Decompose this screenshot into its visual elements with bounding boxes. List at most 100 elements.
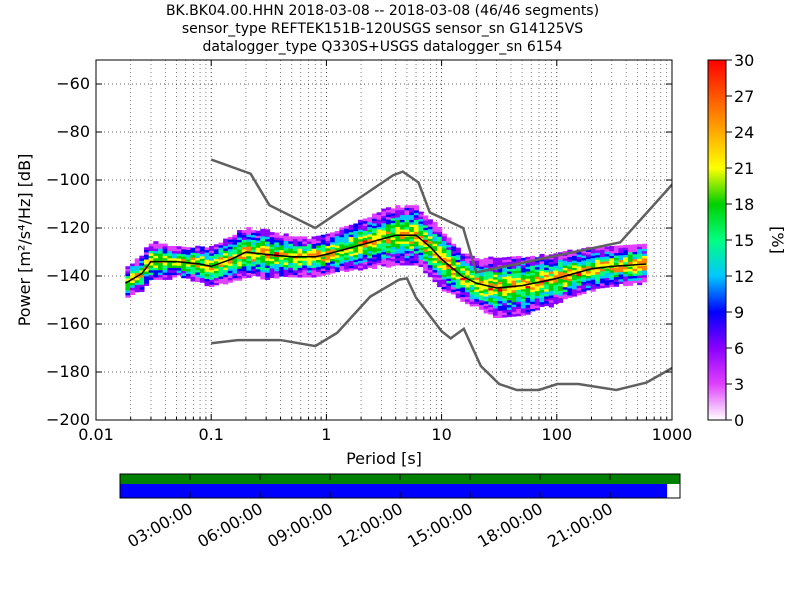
heatmap-cell (441, 236, 447, 239)
heatmap-cell (255, 245, 261, 248)
x-tick-label: 10 (431, 425, 451, 444)
heatmap-cell (427, 238, 433, 242)
heatmap-cell (474, 296, 480, 300)
heatmap-cell (385, 233, 392, 237)
heatmap-cell (306, 274, 312, 278)
heatmap-cell (483, 301, 489, 304)
heatmap-cell (483, 265, 489, 268)
heatmap-cell (134, 272, 140, 276)
heatmap-cell (627, 249, 633, 253)
heatmap-cell (413, 255, 419, 259)
heatmap-cell (148, 270, 154, 273)
heatmap-cell (171, 248, 178, 252)
heatmap-cell (437, 241, 443, 244)
heatmap-cell (176, 263, 182, 266)
heatmap-cell (483, 260, 489, 263)
heatmap-cell (223, 238, 229, 242)
heatmap-cell (139, 258, 145, 261)
heatmap-cell (144, 273, 150, 277)
heatmap-cell (353, 252, 359, 255)
heatmap-cell (395, 236, 401, 240)
heatmap-cell (506, 278, 513, 282)
heatmap-cell (344, 266, 350, 270)
heatmap-cell (465, 275, 471, 278)
heatmap-cell (609, 250, 615, 254)
heatmap-cell (413, 214, 419, 218)
heatmap-cell (139, 260, 145, 264)
heatmap-cell (390, 256, 396, 260)
heatmap-cell (455, 281, 461, 284)
heatmap-cell (223, 269, 229, 273)
heatmap-cell (237, 237, 243, 240)
heatmap-cell (376, 217, 382, 220)
heatmap-cell (399, 258, 406, 261)
heatmap-cell (251, 254, 257, 257)
heatmap-cell (604, 277, 610, 281)
heatmap-cell (576, 266, 582, 269)
heatmap-cell (218, 247, 224, 251)
heatmap-cell (153, 248, 159, 252)
heatmap-cell (553, 275, 559, 278)
heatmap-cell (506, 280, 513, 284)
heatmap-cell (302, 243, 308, 247)
heatmap-cell (385, 257, 392, 261)
heatmap-cell (595, 247, 601, 251)
heatmap-cell (302, 267, 308, 271)
heatmap-cell (492, 260, 499, 263)
heatmap-cell (534, 264, 540, 268)
heatmap-cell (353, 264, 359, 267)
heatmap-cell (385, 207, 392, 210)
heatmap-cell (511, 258, 517, 262)
heatmap-cell (581, 286, 587, 290)
heatmap-cell (613, 272, 620, 275)
heatmap-cell (553, 284, 559, 288)
heatmap-cell (297, 272, 303, 276)
heatmap-cell (330, 261, 336, 264)
colorbar-tick-label: 12 (734, 267, 754, 286)
heatmap-cell (599, 280, 606, 284)
heatmap-cell (548, 304, 554, 308)
heatmap-cell (474, 286, 480, 290)
heatmap-cell (362, 259, 368, 263)
heatmap-cell (618, 259, 624, 263)
heatmap-cell (581, 267, 587, 271)
heatmap-cell (251, 258, 257, 262)
heatmap-cell (213, 251, 219, 255)
heatmap-cell (260, 259, 266, 263)
heatmap-cell (502, 259, 508, 263)
heatmap-cell (390, 210, 396, 214)
heatmap-cell (311, 250, 317, 254)
heatmap-cell (153, 272, 159, 276)
heatmap-cell (130, 280, 136, 284)
heatmap-cell (534, 305, 540, 308)
heatmap-cell (292, 238, 299, 242)
heatmap-cell (534, 290, 540, 294)
heatmap-cell (451, 262, 457, 266)
x-tick-label: 1 (321, 425, 331, 444)
heatmap-cell (390, 229, 396, 233)
heatmap-cell (204, 269, 210, 272)
heatmap-cell (195, 274, 201, 278)
heatmap-cell (362, 228, 368, 231)
heatmap-cell (204, 273, 210, 277)
heatmap-cell (316, 238, 322, 241)
heatmap-cell (283, 233, 289, 237)
heatmap-cell (581, 288, 587, 292)
heatmap-cell (367, 262, 373, 266)
heatmap-cell (488, 290, 494, 293)
heatmap-cell (609, 284, 615, 288)
heatmap-cell (237, 234, 243, 238)
heatmap-cell (502, 312, 508, 316)
heatmap-cell (246, 227, 252, 230)
heatmap-cell (134, 270, 140, 274)
heatmap-cell (130, 265, 136, 269)
heatmap-cell (339, 239, 345, 243)
heatmap-cell (255, 242, 261, 246)
heatmap-cell (576, 273, 582, 277)
heatmap-cell (488, 299, 494, 303)
heatmap-cell (344, 254, 350, 258)
heatmap-cell (223, 240, 229, 244)
heatmap-cell (553, 287, 559, 290)
colorbar-tick-label: 3 (734, 375, 744, 394)
y-tick-label: −160 (46, 314, 90, 333)
